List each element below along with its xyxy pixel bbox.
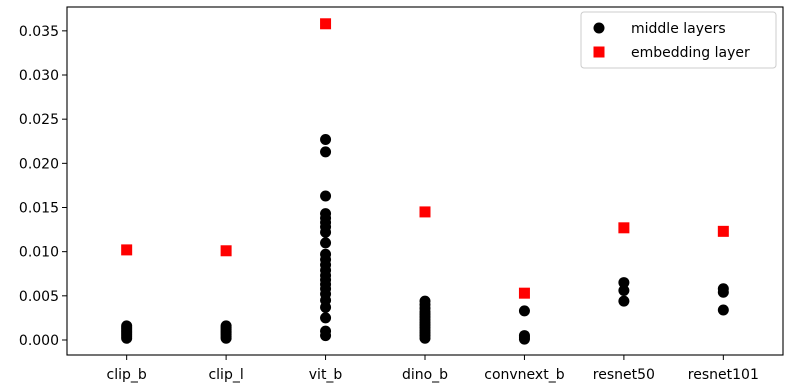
embedding-layer-point	[320, 18, 332, 30]
legend-circle-marker	[593, 22, 605, 34]
legend-box	[580, 11, 777, 69]
middle-layer-point	[419, 295, 431, 307]
y-tick-label: 0.030	[19, 68, 59, 84]
middle-layer-point	[121, 320, 133, 332]
x-tick-label: dino_b	[402, 367, 448, 383]
y-tick-label: 0.000	[19, 333, 59, 349]
embedding-layer-point	[618, 222, 630, 234]
middle-layer-point	[618, 285, 630, 297]
middle-layer-point	[320, 248, 332, 260]
y-tick-label: 0.010	[19, 245, 59, 261]
axis-ticks: 0.000 0.005 0.010 0.015 0.020 0.025 0.030 0.035…	[19, 24, 759, 383]
y-tick-label: 0.035	[19, 24, 59, 40]
legend-label: embedding layer	[631, 45, 750, 61]
y-tick-label: 0.025	[19, 112, 59, 128]
middle-layer-point	[518, 305, 530, 317]
plot-frame	[66, 6, 784, 356]
embedding-layer-point	[121, 244, 133, 256]
legend-label: middle layers	[631, 21, 726, 37]
x-tick-label: resnet101	[688, 367, 759, 383]
middle-layer-point	[320, 325, 332, 337]
middle-layer-point	[320, 312, 332, 324]
x-tick-label: clip_l	[208, 367, 243, 383]
y-tick-label: 0.005	[19, 289, 59, 305]
middle-layer-point	[518, 330, 530, 342]
middle-layer-point	[220, 320, 232, 332]
x-tick-label: resnet50	[593, 367, 655, 383]
y-tick-label: 0.020	[19, 156, 59, 172]
middle-layer-point	[618, 295, 630, 307]
middle-layer-point	[320, 208, 332, 220]
middle-layer-point	[320, 133, 332, 145]
x-tick-label: clip_b	[107, 367, 147, 383]
legend-square-marker	[593, 46, 605, 58]
middle-layer-point	[717, 283, 729, 295]
embedding-layer-point	[419, 206, 431, 218]
embedding-layer-point	[518, 287, 530, 299]
y-tick-label: 0.015	[19, 200, 59, 216]
x-tick-label: convnext_b	[484, 367, 564, 383]
legend: middle layers embedding layer	[580, 11, 777, 69]
middle-layer-point	[618, 277, 630, 289]
middle-layer-point	[320, 237, 332, 249]
x-tick-label: vit_b	[309, 367, 343, 383]
middle-layer-point	[320, 146, 332, 158]
middle-layer-point	[717, 304, 729, 316]
embedding-layer-point	[220, 245, 232, 257]
plot-marks	[121, 18, 729, 345]
middle-layer-point	[320, 190, 332, 202]
embedding-layer-point	[717, 225, 729, 237]
